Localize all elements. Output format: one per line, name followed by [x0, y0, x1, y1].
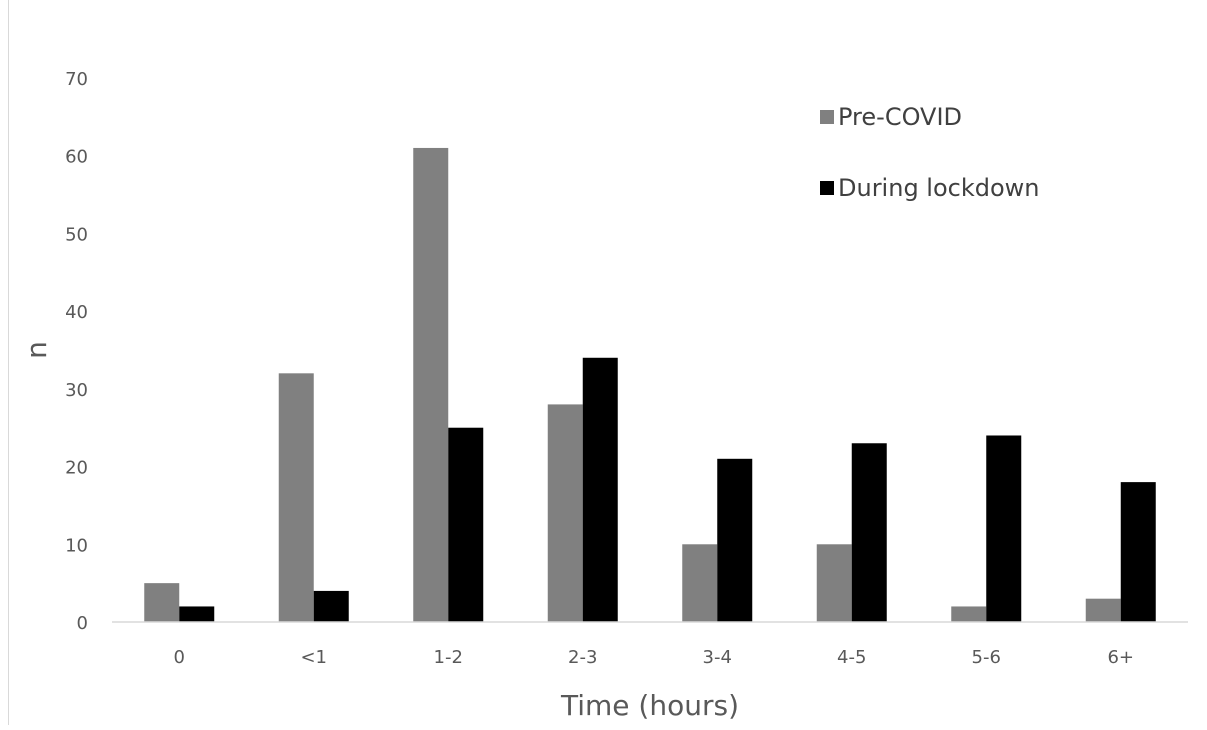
y-tick-label: 0: [77, 613, 88, 634]
legend-swatch: [820, 110, 834, 124]
y-tick-label: 10: [65, 535, 88, 556]
bar-during-lockdown: [717, 458, 753, 622]
y-tick-label: 60: [65, 147, 88, 168]
x-tick-label: <1: [300, 647, 327, 668]
bar-pre-covid: [413, 147, 449, 622]
legend-label: During lockdown: [838, 174, 1040, 202]
x-tick-label: 1-2: [434, 647, 463, 668]
y-tick-label: 70: [65, 69, 88, 90]
bar-pre-covid: [682, 544, 718, 622]
x-tick-label: 4-5: [837, 647, 866, 668]
x-tick-label: 0: [174, 647, 185, 668]
x-tick-label: 2-3: [568, 647, 597, 668]
x-axis-label: Time (hours): [560, 689, 739, 722]
legend-swatch: [820, 181, 834, 195]
chart-border: [8, 0, 9, 725]
bar-during-lockdown: [448, 427, 484, 622]
bars: [144, 147, 1156, 622]
y-tick-label: 30: [65, 380, 88, 401]
bar-pre-covid: [547, 404, 583, 622]
x-tick-label: 6+: [1107, 647, 1134, 668]
bar-during-lockdown: [851, 443, 887, 622]
x-tick-label: 5-6: [972, 647, 1001, 668]
y-axis-ticks: 0 10 20 30 40 50 60 70: [65, 69, 88, 634]
bar-pre-covid: [144, 583, 180, 622]
legend-label: Pre-COVID: [838, 103, 962, 131]
bar-pre-covid: [816, 544, 852, 622]
bar-during-lockdown: [986, 435, 1022, 622]
bar-pre-covid: [1085, 598, 1121, 622]
y-axis-label: n: [20, 341, 53, 359]
bar-during-lockdown: [179, 606, 215, 622]
bar-during-lockdown: [1120, 482, 1156, 622]
bar-during-lockdown: [313, 590, 349, 622]
x-axis-ticks: 0 <1 1-2 2-3 3-4 4-5 5-6 6+: [174, 647, 1135, 668]
legend: Pre-COVID During lockdown: [820, 103, 1040, 202]
x-tick-label: 3-4: [703, 647, 732, 668]
bar-during-lockdown: [582, 357, 618, 622]
bar-pre-covid: [278, 373, 314, 622]
y-tick-label: 50: [65, 224, 88, 245]
bar-pre-covid: [951, 606, 987, 622]
y-tick-label: 20: [65, 458, 88, 479]
y-tick-label: 40: [65, 302, 88, 323]
